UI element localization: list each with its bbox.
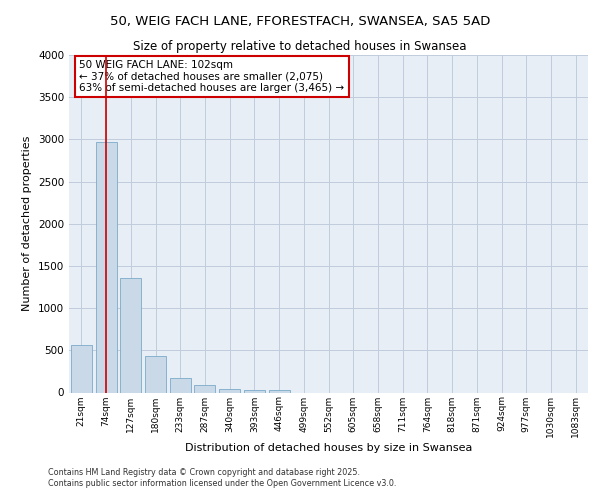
Bar: [170, 378, 191, 392]
Bar: [95, 142, 116, 393]
Y-axis label: Number of detached properties: Number of detached properties: [22, 136, 32, 312]
Text: Contains HM Land Registry data © Crown copyright and database right 2025.
Contai: Contains HM Land Registry data © Crown c…: [48, 468, 397, 487]
Bar: [194, 386, 215, 392]
Bar: [145, 356, 166, 393]
Bar: [269, 390, 290, 392]
X-axis label: Distribution of detached houses by size in Swansea: Distribution of detached houses by size …: [185, 443, 472, 453]
Bar: [71, 345, 92, 393]
Text: 50, WEIG FACH LANE, FFORESTFACH, SWANSEA, SA5 5AD: 50, WEIG FACH LANE, FFORESTFACH, SWANSEA…: [110, 15, 490, 28]
Bar: [120, 278, 141, 392]
Bar: [219, 389, 240, 392]
Text: Size of property relative to detached houses in Swansea: Size of property relative to detached ho…: [133, 40, 467, 53]
Text: 50 WEIG FACH LANE: 102sqm
← 37% of detached houses are smaller (2,075)
63% of se: 50 WEIG FACH LANE: 102sqm ← 37% of detac…: [79, 60, 344, 94]
Bar: [244, 390, 265, 392]
